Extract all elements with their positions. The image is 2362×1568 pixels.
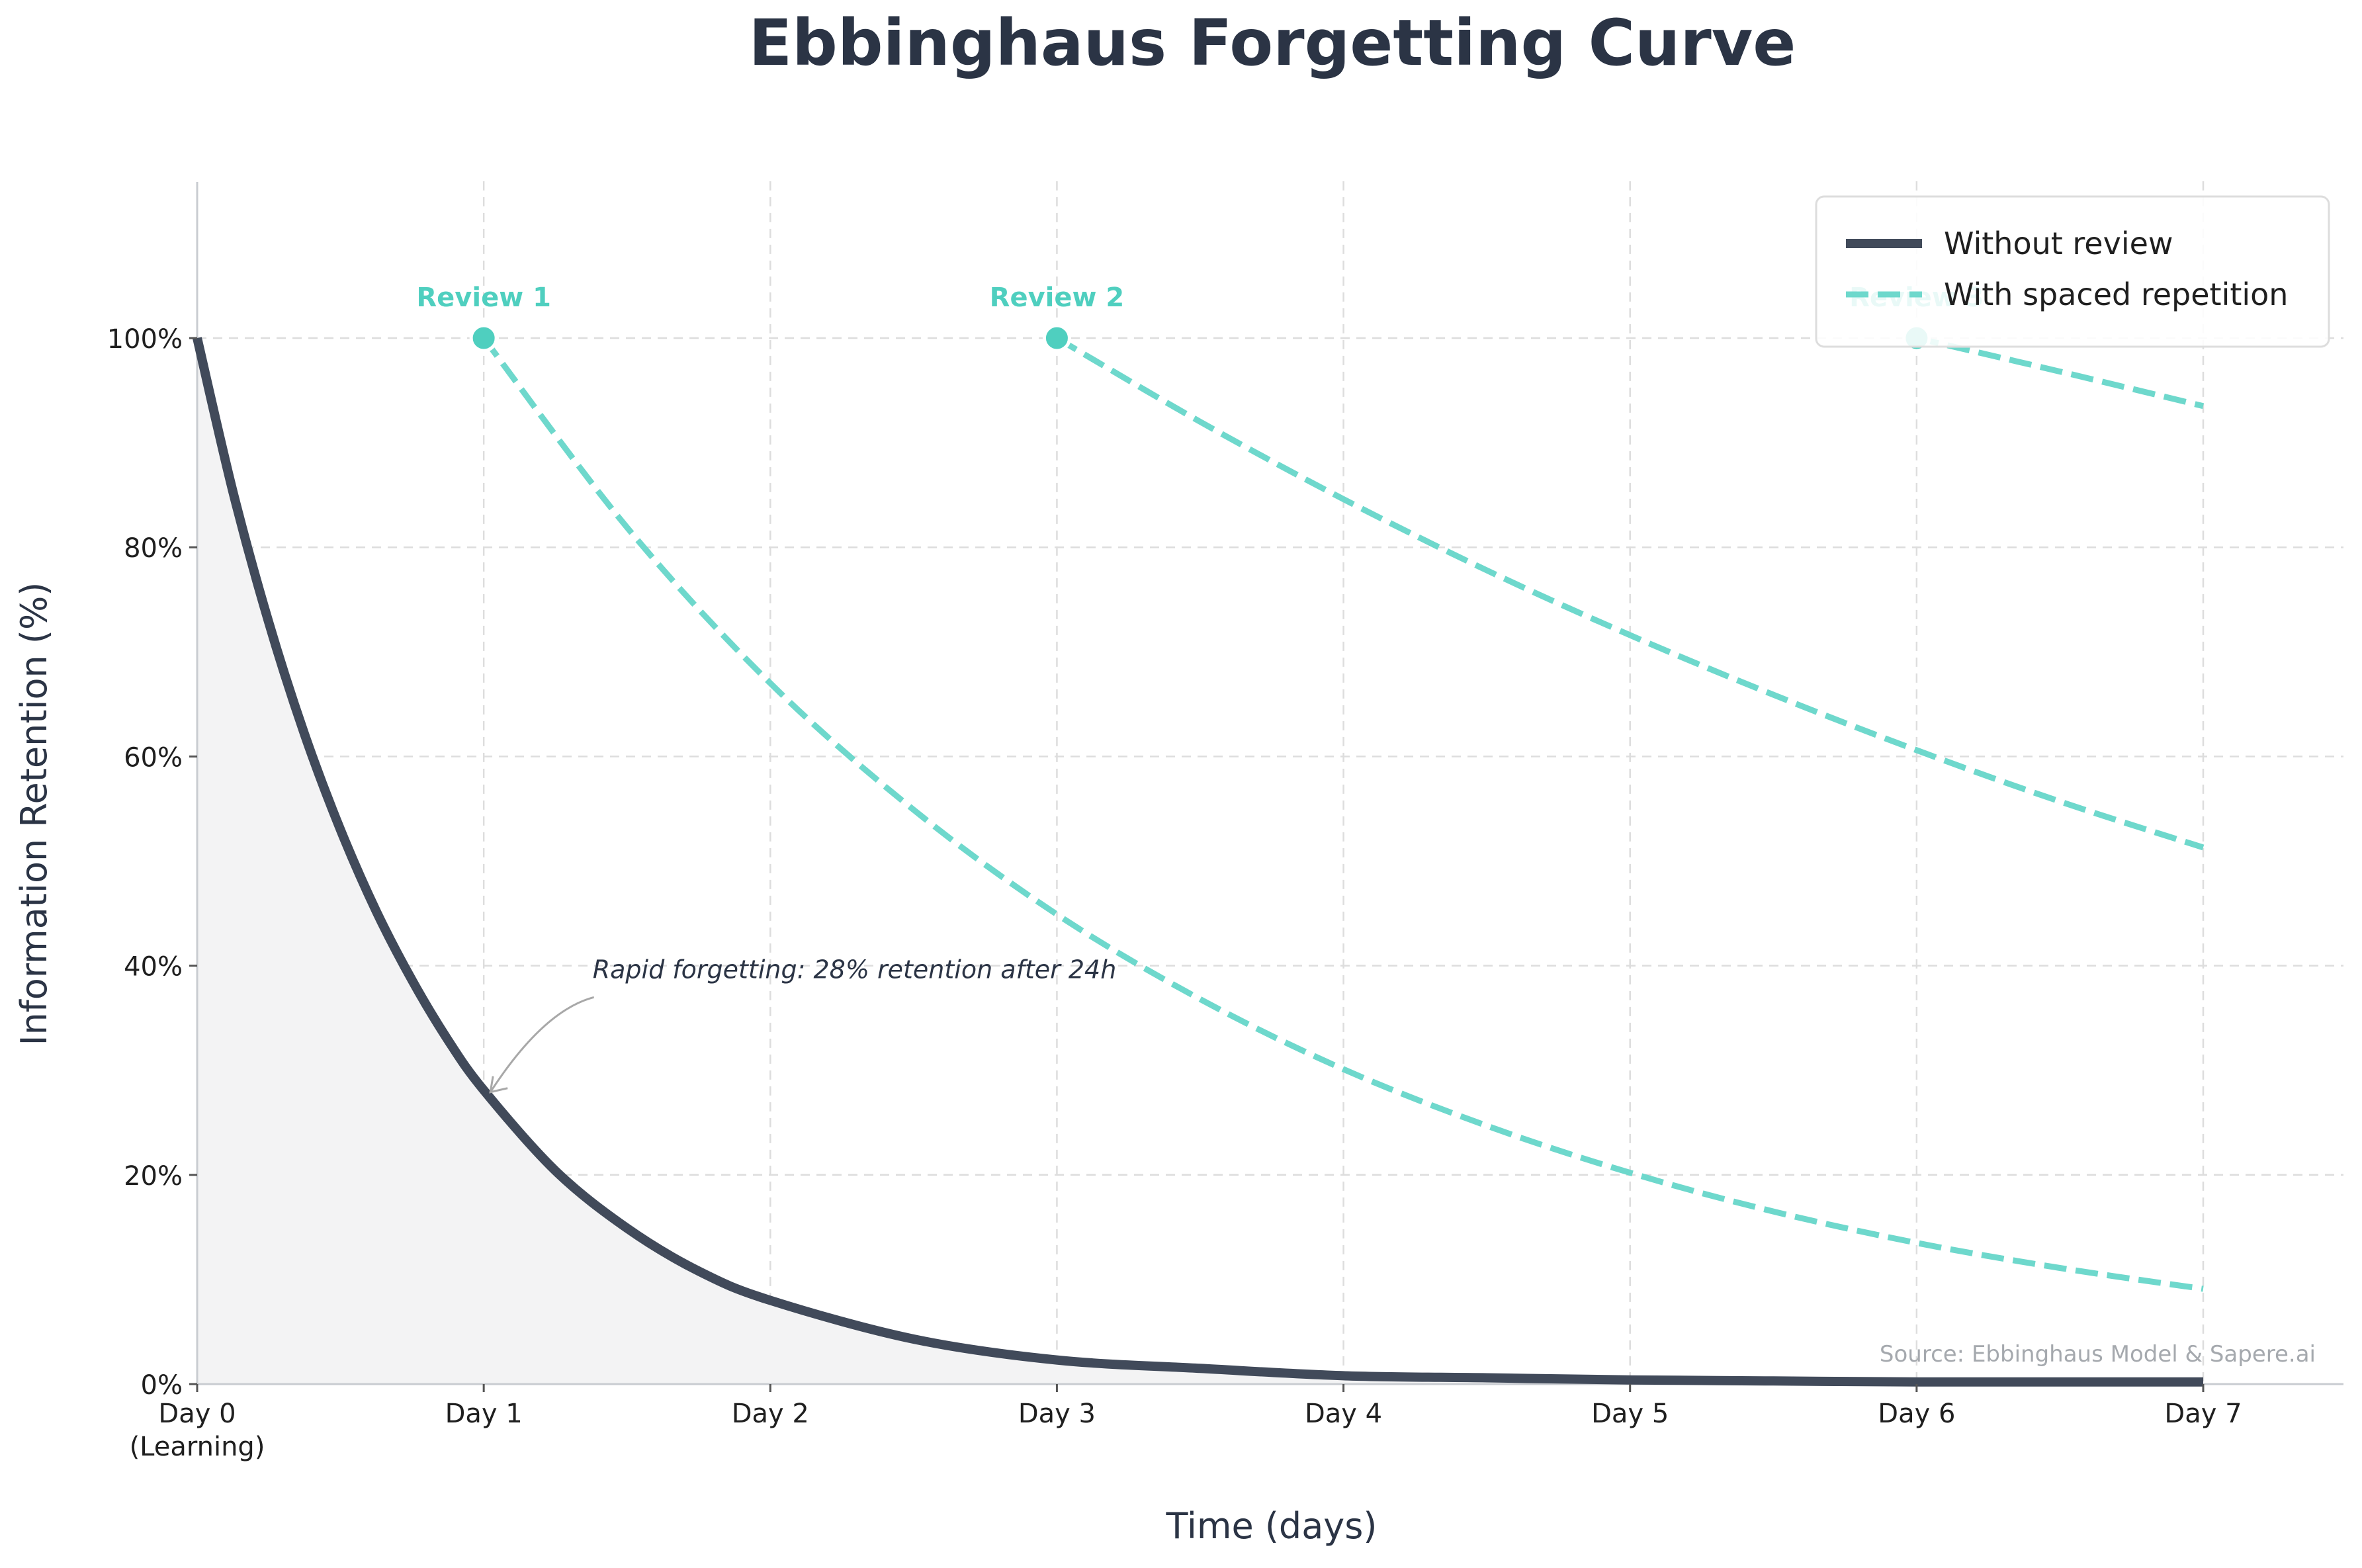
review-label-2: Review 2 (990, 283, 1125, 313)
annotation-text: Rapid forgetting: 28% retention after 24… (593, 955, 1117, 984)
y-tick-label: 40% (124, 952, 183, 982)
grid (197, 181, 2343, 1384)
spaced-repetition-curve-2 (1055, 335, 2205, 851)
spaced-repetition-curve-1 (481, 336, 2204, 1292)
x-tick-label: Day 6 (1878, 1399, 1955, 1429)
x-tick-label: Day 4 (1305, 1399, 1382, 1429)
without-review-curve (193, 337, 2203, 1387)
annotation-arrowhead (489, 1076, 508, 1094)
y-tick-label: 0% (141, 1370, 183, 1401)
legend-label-spaced-repetition: With spaced repetition (1944, 277, 2288, 312)
legend-box (1815, 195, 2330, 348)
y-tick-label: 100% (107, 324, 183, 355)
annotation: Rapid forgetting: 28% retention after 24… (489, 955, 1117, 1094)
chart-title: Ebbinghaus Forgetting Curve (749, 6, 1796, 80)
review-label-1: Review 1 (416, 283, 551, 313)
spaced-repetition-curve-3 (1915, 335, 2205, 410)
x-tick-sublabel: (Learning) (130, 1432, 265, 1462)
y-tick-label: 80% (124, 533, 183, 564)
x-tick-label: Day 7 (2164, 1399, 2242, 1429)
legend: Without review With spaced repetition (1815, 195, 2330, 348)
legend-label-without-review: Without review (1944, 226, 2173, 261)
x-tick-label: Day 2 (732, 1399, 809, 1429)
review-point-1 (469, 324, 498, 353)
y-tick-label: 60% (124, 742, 183, 773)
source-note: Source: Ebbinghaus Model & Sapere.ai (1880, 1341, 2316, 1368)
area-fill (197, 338, 2203, 1384)
annotation-arrow (489, 996, 595, 1093)
y-axis-label: Information Retention (%) (13, 582, 55, 1046)
review-point-2 (1042, 324, 1071, 353)
without-review-area (197, 338, 2203, 1384)
x-tick-label: Day 1 (445, 1399, 523, 1429)
x-tick-label: Day 3 (1018, 1399, 1096, 1429)
ticks: 0% 20% 40% 60% 80% 100% Day 0(Learning) Day 1 Da… (107, 324, 2242, 1462)
x-tick-label: Day 0 (158, 1399, 236, 1429)
y-tick-label: 20% (124, 1161, 183, 1192)
x-tick-label: Day 5 (1591, 1399, 1669, 1429)
x-axis-label: Time (days) (1166, 1505, 1378, 1547)
